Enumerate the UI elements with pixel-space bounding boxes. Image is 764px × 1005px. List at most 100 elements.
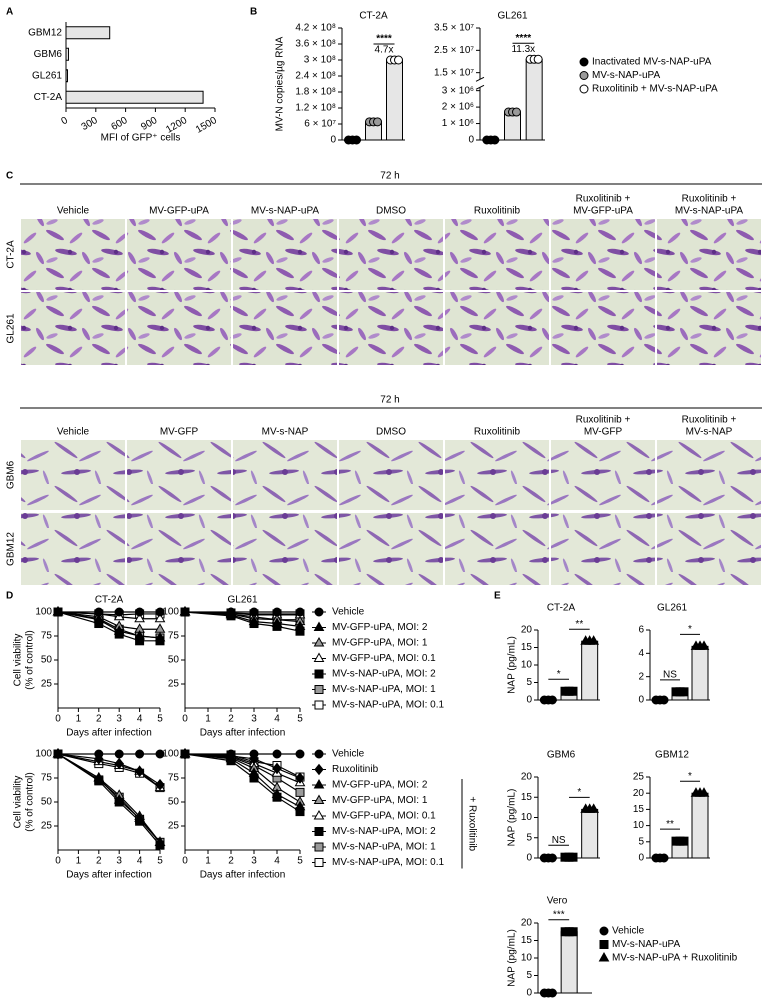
y-axis-label: Cell viability xyxy=(13,634,24,687)
y-tick-label: GBM6 xyxy=(34,49,63,60)
annotation: * xyxy=(577,787,581,798)
marker xyxy=(134,629,145,640)
marker xyxy=(568,852,578,862)
y-tick-label: 0 xyxy=(468,135,474,146)
marker xyxy=(114,757,124,770)
marker xyxy=(155,778,165,791)
bar xyxy=(386,59,403,141)
y-tick-label: 0 xyxy=(526,853,532,864)
bar xyxy=(581,640,599,701)
marker xyxy=(314,700,324,710)
axis xyxy=(57,608,160,709)
x-tick-label: 1 xyxy=(205,856,211,867)
x-axis-label: Days after infection xyxy=(66,728,152,739)
micrograph xyxy=(657,292,761,365)
legend-label: MV-s-NAP-uPA xyxy=(612,939,680,950)
annotation: NS xyxy=(663,669,677,680)
annotation: * xyxy=(688,624,692,635)
y-tick-label: 1.5 × 10⁷ xyxy=(434,67,474,78)
column-label: MV-GFP-uPA xyxy=(149,206,209,217)
y-tick-label: 0 xyxy=(638,695,644,706)
marker xyxy=(155,607,165,617)
annotation: *** xyxy=(553,909,565,920)
marker xyxy=(547,988,557,998)
marker xyxy=(271,788,283,798)
marker xyxy=(588,803,600,813)
x-tick-label: 3 xyxy=(116,856,122,867)
y-tick-label: 25 xyxy=(633,772,645,783)
x-axis-label: MFI of GFP⁺ cells xyxy=(101,133,181,144)
y-tick-label: 75 xyxy=(41,631,53,642)
chart-title: GBM12 xyxy=(655,750,689,761)
micrograph xyxy=(233,219,337,290)
y-tick-label: 1.8 × 10⁸ xyxy=(295,87,336,98)
y-tick-label: 20 xyxy=(521,772,533,783)
x-tick-label: 0 xyxy=(55,856,61,867)
marker xyxy=(568,686,578,696)
y-tick-label: 50 xyxy=(168,797,180,808)
chart-title: GBM6 xyxy=(547,750,576,761)
bar xyxy=(65,90,204,104)
marker xyxy=(679,836,689,846)
column-label: Ruxolitinib + xyxy=(682,415,737,426)
series-line xyxy=(57,753,161,843)
y-tick-label: 0 xyxy=(526,695,532,706)
column-label: Vehicle xyxy=(57,427,90,438)
micrograph xyxy=(339,513,443,585)
marker xyxy=(698,787,710,797)
x-tick-label: 1500 xyxy=(194,115,219,136)
micrograph xyxy=(21,440,125,510)
y-tick-label: 0 xyxy=(330,135,336,146)
y-tick-label: 15 xyxy=(633,804,645,815)
y-tick-label: 15 xyxy=(521,935,533,946)
x-tick-label: 3 xyxy=(251,856,257,867)
axis-break xyxy=(475,76,485,90)
bar xyxy=(560,931,578,994)
marker xyxy=(113,625,125,635)
y-tick-label: 5 xyxy=(638,836,644,847)
annotation: 11.3x xyxy=(511,44,535,55)
micrograph xyxy=(445,219,549,290)
y-tick-label: 75 xyxy=(168,631,180,642)
marker xyxy=(314,749,324,759)
marker xyxy=(313,794,325,804)
marker xyxy=(599,926,609,936)
micrograph xyxy=(551,292,655,365)
column-label: Ruxolitinib + xyxy=(576,415,631,426)
micrograph xyxy=(339,292,443,365)
bar xyxy=(65,47,69,61)
marker xyxy=(568,927,578,937)
legend-label: Vehicle xyxy=(612,926,645,937)
marker xyxy=(598,951,610,962)
y-tick-label: 100 xyxy=(162,607,179,618)
marker xyxy=(226,607,236,617)
x-tick-label: 0 xyxy=(55,714,61,725)
bar xyxy=(65,26,111,40)
marker xyxy=(294,620,306,630)
marker xyxy=(313,778,325,789)
micrograph xyxy=(233,440,337,510)
panel-letter: C xyxy=(6,171,13,182)
y-tick-label: 1 × 10⁶ xyxy=(442,118,474,129)
marker xyxy=(154,836,166,846)
axis xyxy=(184,750,300,851)
x-tick-label: 4 xyxy=(137,856,143,867)
legend-label: Ruxolitinib + MV-s-NAP-uPA xyxy=(592,84,718,95)
marker xyxy=(588,635,600,645)
y-axis-label: Cell viability xyxy=(13,776,24,829)
row-label: GL261 xyxy=(6,313,17,343)
marker xyxy=(114,749,124,759)
marker xyxy=(314,858,324,867)
panel-letter: D xyxy=(6,591,13,602)
block-title: 72 h xyxy=(380,171,399,182)
series-line xyxy=(57,753,161,846)
marker xyxy=(679,687,689,697)
x-tick-label: 5 xyxy=(297,856,303,867)
y-tick-label: 0 xyxy=(526,988,532,999)
micrograph xyxy=(127,219,231,290)
series-line xyxy=(57,753,161,786)
column-label: DMSO xyxy=(376,427,406,438)
marker xyxy=(154,631,166,642)
y-tick-label: 4 xyxy=(638,648,644,659)
legend-label: Vehicle xyxy=(332,607,365,618)
